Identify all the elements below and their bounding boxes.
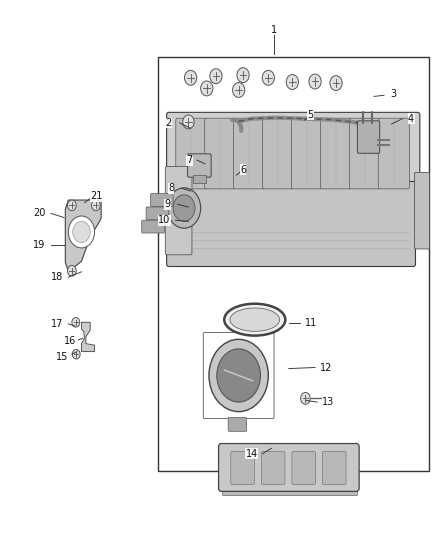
Text: 20: 20 — [33, 208, 45, 219]
FancyBboxPatch shape — [166, 181, 416, 266]
FancyBboxPatch shape — [233, 118, 265, 189]
Text: 5: 5 — [307, 110, 314, 120]
FancyBboxPatch shape — [228, 417, 247, 431]
Text: 16: 16 — [64, 336, 76, 346]
Circle shape — [210, 69, 222, 84]
Circle shape — [72, 318, 80, 327]
Circle shape — [330, 76, 342, 91]
FancyBboxPatch shape — [187, 154, 211, 177]
Circle shape — [262, 70, 275, 85]
FancyBboxPatch shape — [321, 118, 352, 189]
Circle shape — [72, 350, 80, 359]
Bar — [158, 56, 428, 471]
Circle shape — [237, 68, 249, 83]
Text: 13: 13 — [322, 397, 334, 407]
Circle shape — [92, 200, 100, 211]
Circle shape — [309, 74, 321, 89]
Polygon shape — [65, 200, 101, 272]
Text: 7: 7 — [186, 155, 192, 165]
FancyBboxPatch shape — [291, 118, 322, 189]
Text: 11: 11 — [304, 318, 317, 328]
Ellipse shape — [224, 304, 286, 336]
FancyBboxPatch shape — [193, 175, 206, 183]
FancyBboxPatch shape — [176, 118, 207, 189]
Text: 8: 8 — [168, 183, 174, 193]
Circle shape — [73, 221, 90, 243]
FancyBboxPatch shape — [261, 451, 285, 484]
FancyBboxPatch shape — [223, 487, 357, 496]
Text: 2: 2 — [166, 118, 172, 128]
Circle shape — [183, 115, 194, 129]
FancyBboxPatch shape — [219, 443, 359, 491]
FancyBboxPatch shape — [205, 118, 236, 189]
Circle shape — [67, 200, 76, 211]
Text: 14: 14 — [246, 449, 258, 458]
FancyBboxPatch shape — [415, 172, 429, 249]
Text: 15: 15 — [56, 352, 68, 362]
Text: 1: 1 — [271, 25, 277, 35]
Text: 3: 3 — [391, 88, 397, 99]
Text: 12: 12 — [320, 362, 332, 373]
FancyBboxPatch shape — [378, 118, 410, 189]
FancyBboxPatch shape — [350, 118, 381, 189]
Text: 10: 10 — [158, 215, 170, 225]
FancyBboxPatch shape — [357, 121, 380, 154]
Circle shape — [173, 195, 195, 221]
Text: 4: 4 — [408, 114, 414, 124]
Polygon shape — [81, 322, 95, 352]
Circle shape — [184, 70, 197, 85]
FancyBboxPatch shape — [165, 166, 192, 255]
Circle shape — [201, 81, 213, 96]
Circle shape — [167, 188, 201, 228]
Text: 21: 21 — [91, 191, 103, 201]
Circle shape — [67, 265, 76, 276]
Text: 17: 17 — [51, 319, 64, 329]
Circle shape — [300, 392, 310, 404]
FancyBboxPatch shape — [150, 193, 173, 206]
Text: 6: 6 — [240, 165, 246, 175]
FancyBboxPatch shape — [322, 451, 346, 484]
Circle shape — [286, 75, 298, 90]
Text: 9: 9 — [164, 199, 170, 209]
FancyBboxPatch shape — [292, 451, 315, 484]
Circle shape — [68, 216, 95, 248]
FancyBboxPatch shape — [231, 451, 254, 484]
Circle shape — [233, 83, 245, 98]
FancyBboxPatch shape — [146, 207, 169, 220]
Ellipse shape — [209, 340, 268, 411]
FancyBboxPatch shape — [142, 220, 164, 233]
FancyBboxPatch shape — [262, 118, 293, 189]
Text: 18: 18 — [51, 272, 64, 282]
Text: 19: 19 — [33, 240, 45, 250]
Ellipse shape — [217, 349, 261, 402]
FancyBboxPatch shape — [166, 112, 420, 192]
Ellipse shape — [230, 308, 280, 332]
